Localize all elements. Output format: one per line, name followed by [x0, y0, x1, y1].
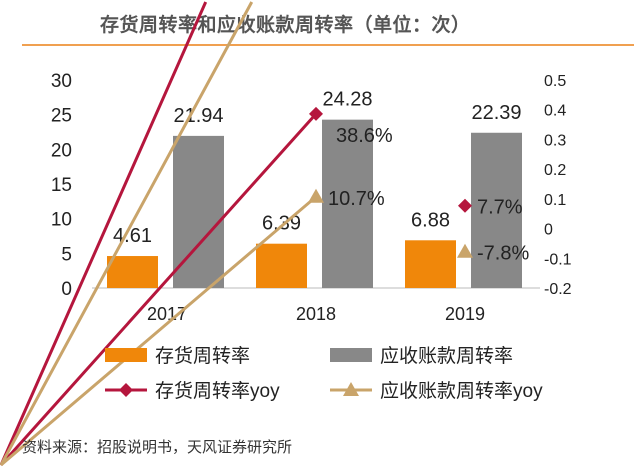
bar-receivable — [471, 132, 522, 288]
source-note: 资料来源：招股说明书，天风证券研究所 — [22, 438, 293, 456]
right-axis-tick: 0.1 — [544, 192, 566, 209]
triangle-marker — [308, 188, 324, 203]
legend-label: 存货周转率 — [155, 345, 250, 367]
bar-inventory — [256, 243, 307, 288]
line-data-label: 38.6% — [336, 125, 393, 147]
line-series-1 — [0, 1, 317, 467]
legend-swatch — [330, 348, 372, 362]
right-axis-tick: 0.2 — [544, 162, 566, 179]
left-axis-tick: 15 — [51, 175, 72, 196]
bar-inventory — [405, 240, 456, 288]
left-axis-tick: 0 — [61, 279, 72, 300]
left-axis-tick: 30 — [51, 71, 72, 92]
triangle-marker — [457, 243, 473, 258]
title-divider — [22, 44, 634, 46]
bar-receivable — [322, 119, 373, 289]
bar-data-label: 24.28 — [322, 89, 372, 111]
line-data-label: 10.7% — [328, 188, 385, 210]
bar-data-label: 4.61 — [113, 225, 152, 247]
right-axis-tick: 0.5 — [544, 73, 566, 90]
left-axis-tick: 20 — [51, 140, 72, 161]
legend-triangle-icon — [343, 382, 359, 396]
legend-label: 应收账款周转率yoy — [380, 380, 543, 402]
line-data-label: 7.7% — [477, 197, 523, 219]
left-axis-tick: 25 — [51, 106, 72, 127]
diamond-marker — [458, 198, 472, 213]
legend-diamond-icon — [119, 383, 133, 397]
right-axis-tick: -0.1 — [544, 251, 572, 268]
left-axis-tick: 5 — [61, 244, 72, 265]
legend-label: 存货周转率yoy — [155, 380, 280, 402]
x-axis-tick: 2017 — [147, 304, 187, 324]
diamond-marker — [309, 106, 323, 121]
line-data-label: -7.8% — [477, 243, 529, 265]
right-axis-tick: 0.3 — [544, 132, 566, 149]
right-axis-tick: 0 — [544, 222, 553, 239]
right-axis-tick: 0.4 — [544, 103, 566, 120]
x-axis-tick: 2018 — [296, 304, 336, 324]
legend-label: 应收账款周转率 — [380, 345, 513, 367]
bar-data-label: 21.94 — [173, 105, 223, 127]
left-axis-tick: 10 — [51, 210, 72, 231]
bar-data-label: 6.88 — [411, 209, 450, 231]
x-axis-tick: 2019 — [445, 304, 485, 324]
legend-swatch — [105, 348, 147, 362]
bar-data-label: 22.39 — [471, 102, 521, 124]
right-axis-tick: -0.2 — [544, 281, 572, 298]
bar-inventory — [107, 256, 158, 288]
